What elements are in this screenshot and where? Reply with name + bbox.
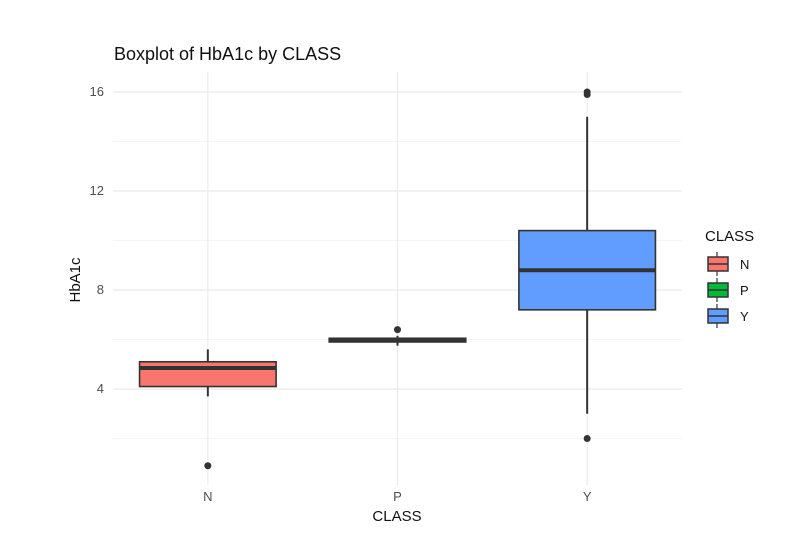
- y-tick-label: 4: [97, 381, 104, 396]
- box-iqr: [138, 360, 277, 388]
- legend-label: Y: [740, 309, 749, 324]
- y-tick-label: 16: [90, 84, 104, 99]
- legend: CLASS NPY: [705, 228, 754, 328]
- x-axis-title: CLASS: [372, 508, 421, 525]
- box-Y: [518, 88, 657, 442]
- y-axis-title: HbA1c: [67, 257, 84, 303]
- outlier-point: [583, 435, 591, 442]
- outlier-point: [204, 462, 212, 470]
- legend-key-P: [707, 278, 729, 302]
- legend-key-N: [707, 252, 729, 276]
- boxes: [138, 88, 657, 470]
- legend-label: N: [740, 257, 749, 272]
- box-P: [328, 326, 467, 346]
- y-tick-label: 8: [97, 282, 104, 297]
- x-tick-label: P: [393, 489, 402, 504]
- x-tick-label: Y: [583, 489, 592, 504]
- outlier-point: [583, 88, 591, 96]
- legend-key-Y: [707, 304, 729, 328]
- y-tick-label: 12: [90, 183, 104, 198]
- x-tick-label: N: [203, 489, 212, 504]
- legend-title: CLASS: [705, 228, 754, 245]
- legend-label: P: [740, 283, 749, 298]
- chart-title: Boxplot of HbA1c by CLASS: [114, 44, 341, 64]
- outlier-point: [394, 326, 401, 334]
- y-axis-ticks: 4 8 12 16: [90, 84, 104, 396]
- box-N: [138, 349, 277, 470]
